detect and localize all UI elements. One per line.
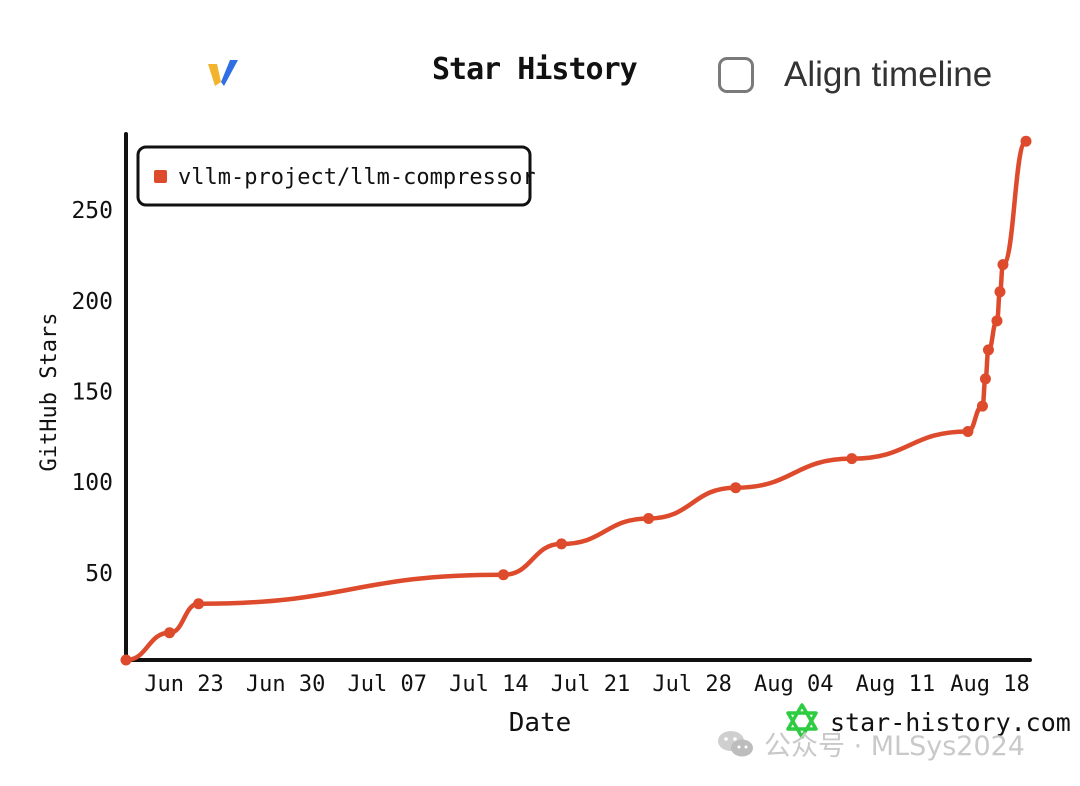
align-timeline-label: Align timeline — [784, 55, 993, 94]
y-tick-label: 50 — [85, 561, 113, 587]
watermark-text: 公众号 · MLSys2024 — [764, 731, 1025, 762]
data-point — [193, 598, 205, 610]
x-tick-label: Aug 04 — [754, 672, 833, 697]
y-tick-label: 100 — [71, 470, 113, 496]
x-axis-label: Date — [509, 708, 572, 738]
star-history-site-text[interactable]: star-history.com — [830, 708, 1071, 737]
legend-swatch — [154, 170, 167, 183]
data-point — [997, 259, 1009, 271]
legend-box — [136, 145, 532, 207]
wechat-icon — [718, 730, 753, 756]
x-tick-label: Jul 07 — [348, 672, 427, 697]
vllm-logo-icon — [208, 60, 238, 86]
watermark: 公众号 · MLSys2024 — [716, 724, 1025, 763]
data-point — [497, 569, 509, 581]
data-point — [962, 425, 974, 437]
y-tick-label: 150 — [71, 380, 113, 406]
x-tick-label: Jun 23 — [144, 672, 223, 697]
chart-title: Star History — [432, 52, 638, 87]
data-point — [994, 286, 1006, 298]
data-point — [555, 538, 567, 550]
data-point — [982, 344, 994, 356]
star-history-site-link[interactable]: star-history.com — [786, 703, 1071, 739]
series-line — [123, 139, 1029, 663]
x-tick-label: Jul 14 — [449, 672, 528, 697]
data-point — [164, 627, 176, 639]
data-point — [120, 654, 132, 666]
y-tick-label: 250 — [71, 198, 113, 224]
y-tick-label: 200 — [71, 289, 113, 315]
data-point — [976, 400, 988, 412]
data-point — [1020, 135, 1032, 147]
star-history-logo-icon — [786, 703, 818, 739]
data-point — [643, 513, 655, 525]
data-point — [991, 315, 1003, 327]
legend-label: vllm-project/llm-compressor — [178, 165, 536, 190]
data-point — [730, 482, 742, 494]
x-tick-label: Aug 18 — [950, 672, 1029, 697]
x-tick-label: Aug 11 — [856, 672, 935, 697]
x-tick-label: Jul 28 — [652, 672, 731, 697]
align-timeline-toggle[interactable]: Align timeline — [718, 52, 992, 98]
y-axis-label: GitHub Stars — [37, 313, 62, 472]
data-point — [846, 453, 858, 465]
data-point — [979, 373, 991, 385]
x-tick-label: Jun 30 — [246, 672, 325, 697]
align-timeline-checkbox[interactable] — [718, 57, 754, 93]
legend: vllm-project/llm-compressor — [136, 145, 536, 207]
x-tick-label: Jul 21 — [551, 672, 630, 697]
